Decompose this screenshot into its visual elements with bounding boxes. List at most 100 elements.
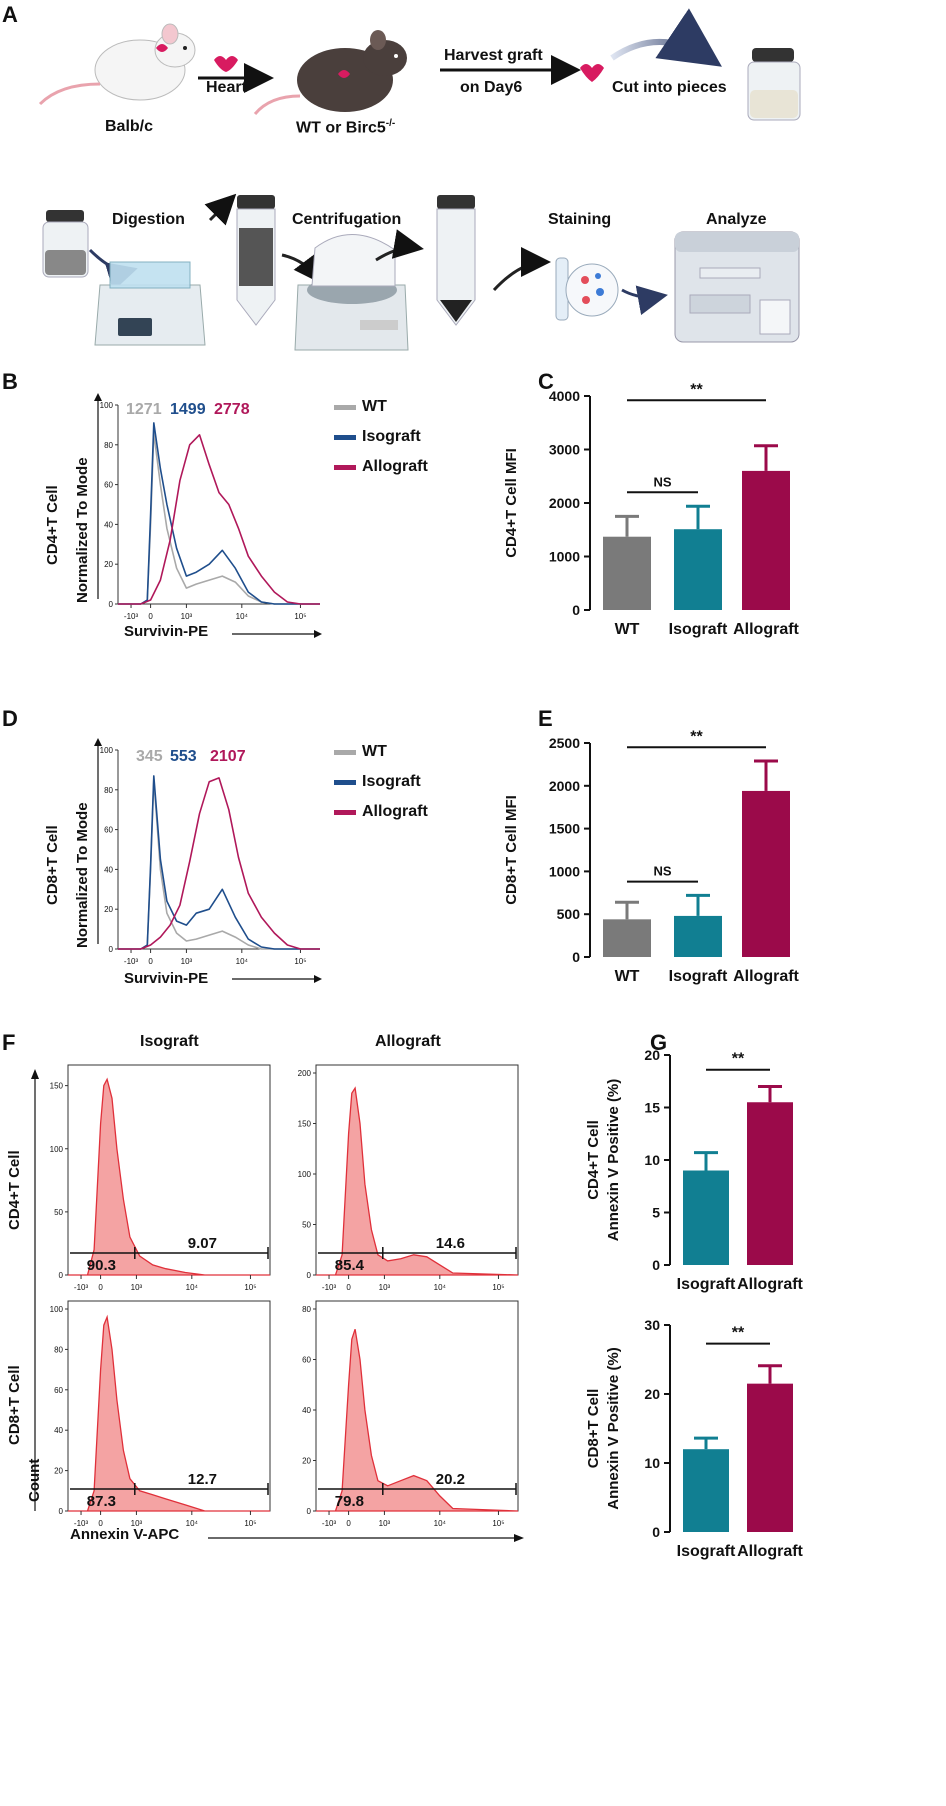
panel-c-y-tick-label: 3000 (549, 442, 580, 458)
panel-b-y-tick-label: 20 (104, 560, 113, 569)
panel-c-bar-allograft (742, 470, 790, 610)
panel-f-col-allograft: Allograft (375, 1033, 441, 1050)
panel-f-cd4-allo-y-tick-label: 200 (298, 1069, 312, 1078)
panel-f-cd8-iso-y-tick-label: 0 (59, 1507, 64, 1516)
panel-g2-ylabel: Annexin V Positive (%) (605, 1347, 622, 1510)
panel-f-cd8-iso-x-tick-label: -10³ (74, 1519, 89, 1528)
panel-e-y-tick-label: 1500 (549, 821, 580, 837)
panel-d-y-tick-label: 80 (104, 786, 113, 795)
panel-f-cd4-iso-histogram (68, 1077, 270, 1276)
panel-d-x-arrowhead (314, 975, 322, 983)
panel-b-y-arrowhead (94, 393, 102, 401)
panel-g1-y-tick-label: 15 (644, 1100, 660, 1116)
panel-f-cd4-allo-x-tick-label: 10⁴ (434, 1283, 447, 1292)
panel-f-cd4-iso-x-tick-label: 10³ (131, 1283, 143, 1292)
panel-f-cd4-allo-y-tick-label: 0 (307, 1271, 312, 1280)
panel-f-cd4-iso-x-tick-label: -10³ (74, 1283, 89, 1292)
panel-f-cd4-allo-x-tick-label: 10³ (379, 1283, 391, 1292)
panel-label-b: B (2, 369, 18, 394)
panel-b-y-tick-label: 0 (109, 600, 114, 609)
panel-d-legend-wt: WT (362, 743, 387, 760)
panel-b-series-isograft (118, 422, 320, 605)
panel-g2-y-tick-label: 0 (652, 1524, 660, 1540)
panel-d-mfi-allo: 2107 (210, 748, 246, 765)
panel-d-y-tick-label: 40 (104, 865, 113, 874)
panel-b-legend-wt: WT (362, 398, 387, 415)
panel-e-y-tick-label: 2500 (549, 735, 580, 751)
panel-d-mfi-iso: 553 (170, 748, 197, 765)
panel-f-y-arrowhead (31, 1069, 39, 1079)
panel-f-cd4-allo-x-tick-label: 0 (346, 1283, 351, 1292)
panel-f-cd8-allo-x-tick-label: -10³ (322, 1519, 337, 1528)
falcon-tube-icon (436, 195, 476, 326)
panel-f-cd4-allo-gate-right-value: 14.6 (436, 1235, 465, 1252)
panel-g2-ylabel: CD8+T Cell (585, 1389, 602, 1469)
panel-f-cd8-allo-x-tick-label: 10⁴ (434, 1519, 447, 1528)
panel-f-cd8-allo-y-tick-label: 0 (307, 1507, 312, 1516)
jar-icon (747, 48, 801, 121)
panel-b-y-tick-label: 40 (104, 520, 113, 529)
harvest-label-line1: Harvest graft (444, 47, 543, 64)
panel-d-x-tick-label: 10⁴ (236, 957, 249, 966)
panel-g2-sig-label: ** (732, 1325, 745, 1342)
panel-e-sig-label: NS (653, 864, 671, 879)
panel-f-x-arrowhead (514, 1534, 524, 1542)
panel-f-cd8-allo-x-tick-label: 10⁵ (492, 1519, 504, 1528)
panel-c-bar-wt (603, 536, 651, 610)
panel-f-cd4-allo-x-tick-label: -10³ (322, 1283, 337, 1292)
panel-e-category-label: WT (615, 968, 640, 985)
panel-f-cd8-iso-gate-right-value: 12.7 (188, 1471, 217, 1488)
panel-d-y-arrowhead (94, 738, 102, 746)
panel-f-cd4-iso-gate-right-value: 9.07 (188, 1235, 217, 1252)
panel-label-a: A (2, 2, 18, 27)
panel-b-mfi-wt: 1271 (126, 401, 162, 418)
panel-label-g: G (650, 1030, 668, 1055)
panel-f-cd4-allo-y-tick-label: 100 (298, 1170, 312, 1179)
recipient-text: WT or Birc5 (296, 119, 386, 137)
panel-b-x-tick-label: -10³ (124, 612, 139, 621)
panel-g2-category-label: Isograft (677, 1543, 736, 1560)
panel-f-cd8-iso-y-tick-label: 60 (54, 1386, 63, 1395)
panel-d-x-tick-label: 10³ (181, 957, 193, 966)
recipient-label: WT or Birc5-/- (296, 118, 395, 137)
panel-c-sig-label: NS (653, 474, 671, 489)
panel-b-x-tick-label: 10⁴ (236, 612, 249, 621)
panel-f-cd8-allo-gate-left-value: 79.8 (335, 1493, 364, 1510)
panel-d-y-tick-label: 20 (104, 905, 113, 914)
panel-f-histograms: 0 50 100 150 -10³ 0 10³ 10⁴ 10⁵ 90.3 9.07 0 50 100 150… (31, 1064, 524, 1542)
panel-e-y-tick-label: 500 (557, 906, 581, 922)
panel-f-cd8-iso-gate-left-value: 87.3 (87, 1493, 116, 1510)
panel-g2-y-tick-label: 10 (644, 1455, 660, 1471)
panel-e-bar-wt (603, 919, 651, 957)
panel-d-x-tick-label: 0 (148, 957, 153, 966)
panel-d-legend-swatch-wt (334, 750, 356, 755)
panel-g1-ylabel: Annexin V Positive (%) (605, 1079, 622, 1242)
panel-g1-bar-allograft (747, 1102, 793, 1265)
panel-f-cd8-iso-y-tick-label: 80 (54, 1345, 63, 1354)
panel-f-cd8-allo-y-tick-label: 40 (302, 1406, 311, 1415)
panel-f-cd8-allo-x-tick-label: 10³ (379, 1519, 391, 1528)
centrifuge-tube-icon (236, 195, 276, 326)
panel-f-cd4-iso-y-tick-label: 50 (54, 1208, 63, 1217)
panel-d-legend-swatch-isograft (334, 780, 356, 785)
panel-g-cd4-bar-chart: 0 5 10 15 20 CD4+T Cell Annexin V Positive (%)… (585, 1047, 804, 1293)
digestion-label: Digestion (112, 211, 185, 228)
panel-f-cd8-iso-x-tick-label: 10⁴ (186, 1519, 199, 1528)
panel-f-cd8-allo-y-tick-label: 80 (302, 1305, 311, 1314)
panel-f-cd8-allo-gate-right-value: 20.2 (436, 1471, 465, 1488)
panel-g2-y-tick-label: 30 (644, 1317, 660, 1333)
panel-f-cd8-iso-y-tick-label: 100 (50, 1305, 64, 1314)
panel-c-y-tick-label: 4000 (549, 388, 580, 404)
cut-label: Cut into pieces (612, 79, 727, 96)
panel-b-legend-swatch-wt (334, 405, 356, 410)
panel-e-bar-isograft (674, 915, 722, 957)
panel-f-cd4-iso-y-tick-label: 150 (50, 1082, 64, 1091)
panel-f-cd8-iso-histogram (68, 1314, 270, 1512)
panel-b-x-tick-label: 0 (148, 612, 153, 621)
panel-b-y-tick-label: 80 (104, 441, 113, 450)
panel-c-bar-chart: 0 1000 2000 3000 4000 CD4+T Cell MFI WT Isograf… (503, 381, 800, 638)
panel-b-legend-swatch-allograft (334, 465, 356, 470)
panel-d-mfi-wt: 345 (136, 748, 163, 765)
centrifugation-label: Centrifugation (292, 211, 402, 228)
panel-d-y-tick-label: 0 (109, 945, 114, 954)
